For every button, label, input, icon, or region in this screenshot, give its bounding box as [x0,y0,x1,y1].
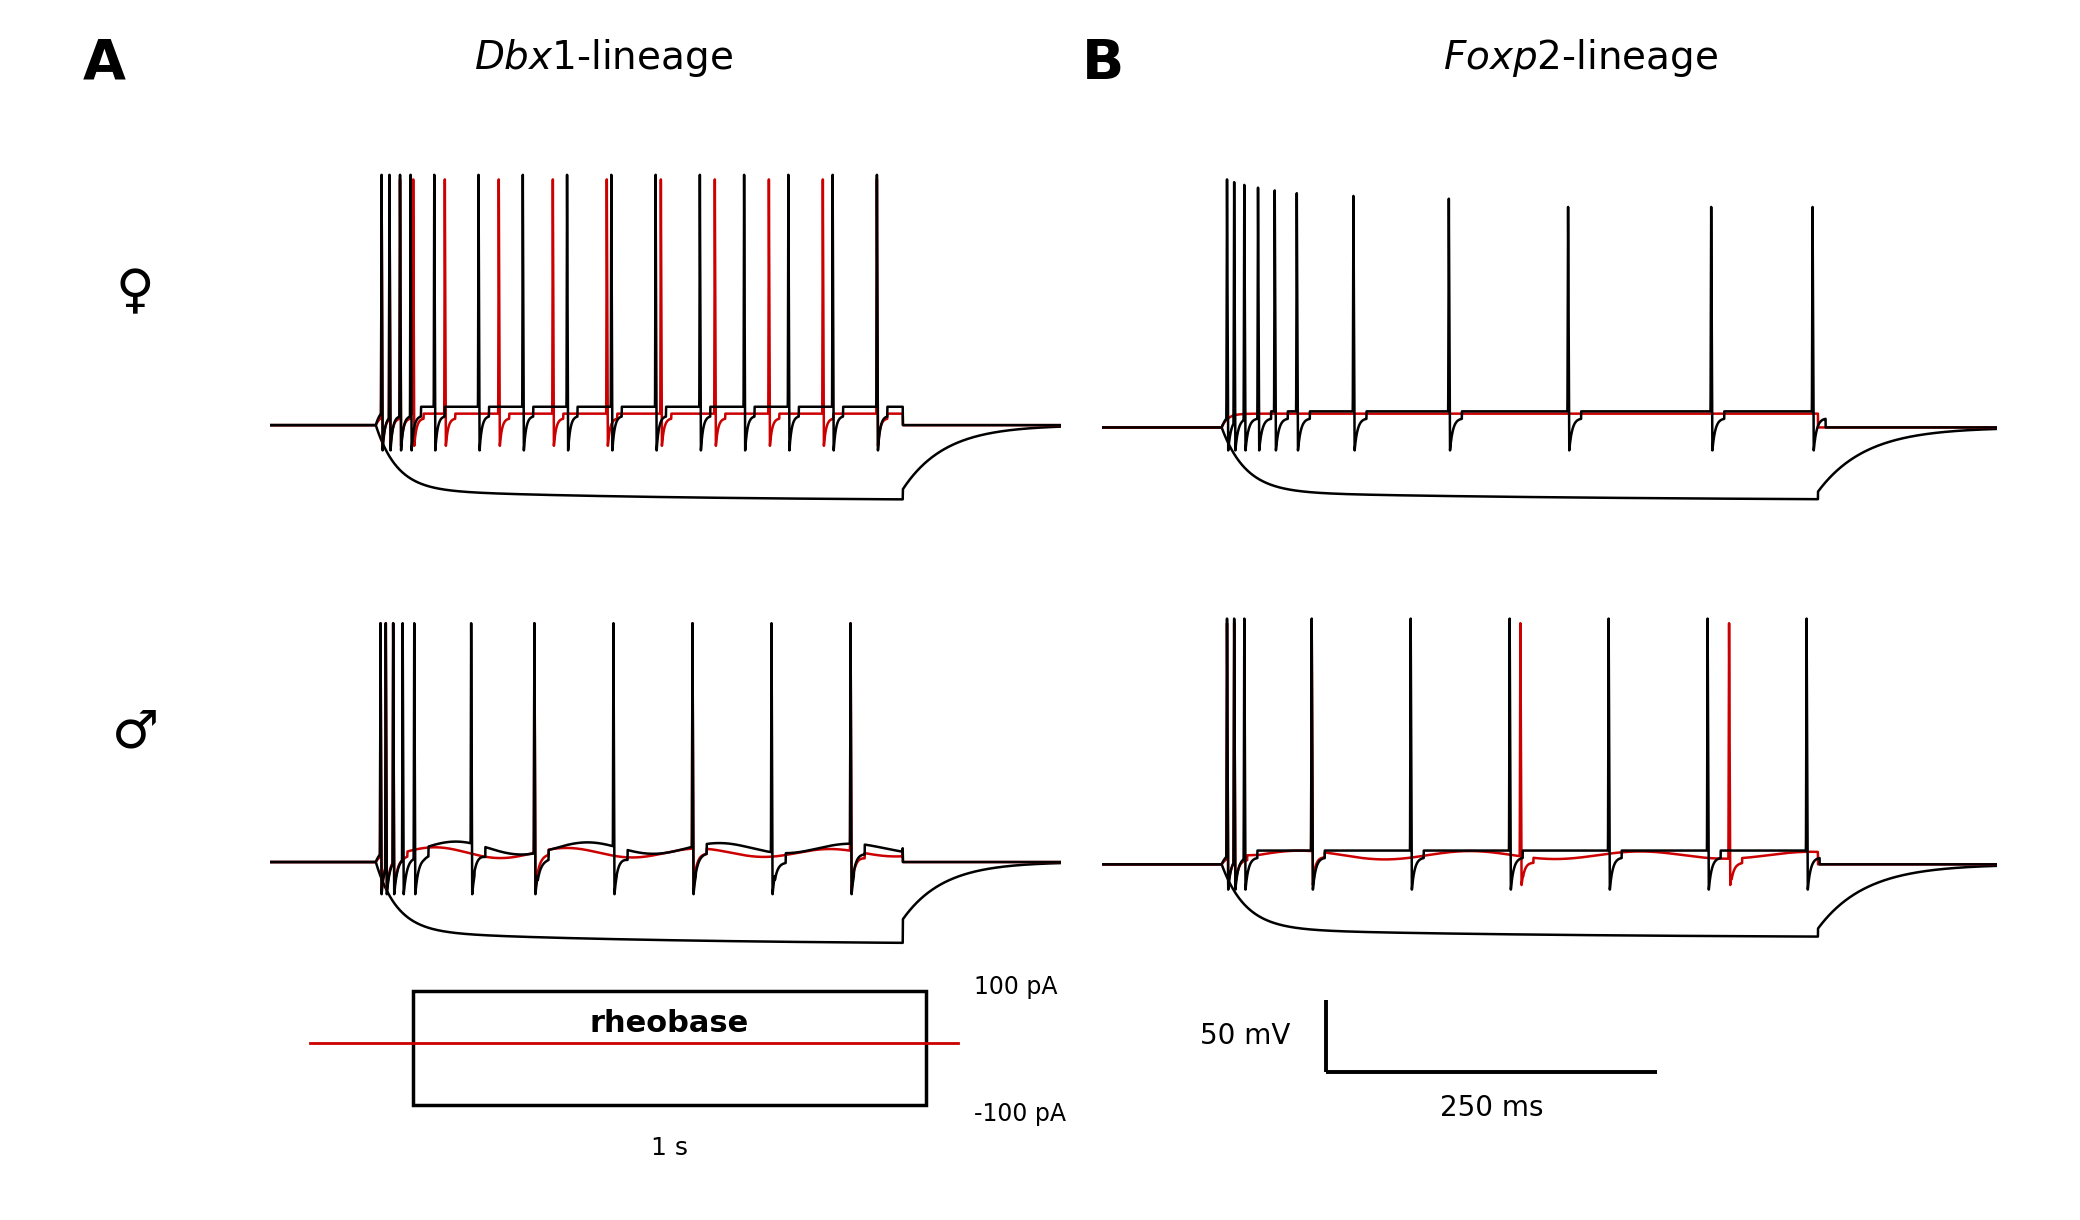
Text: 50 mV: 50 mV [1200,1022,1290,1050]
Text: -100 pA: -100 pA [973,1102,1065,1126]
Text: 100 pA: 100 pA [973,975,1057,999]
Text: 250 ms: 250 ms [1439,1094,1543,1122]
Text: ♀: ♀ [116,267,154,318]
Text: $\mathit{Dbx1}$-lineage: $\mathit{Dbx1}$-lineage [474,37,732,78]
Text: 1 s: 1 s [651,1136,688,1160]
Bar [412,991,926,1105]
Text: $\mathit{Foxp2}$-lineage: $\mathit{Foxp2}$-lineage [1444,37,1718,78]
Text: ♂: ♂ [112,706,158,758]
Text: rheobase: rheobase [591,1009,749,1037]
Text: B: B [1082,37,1123,90]
Text: A: A [83,37,127,90]
